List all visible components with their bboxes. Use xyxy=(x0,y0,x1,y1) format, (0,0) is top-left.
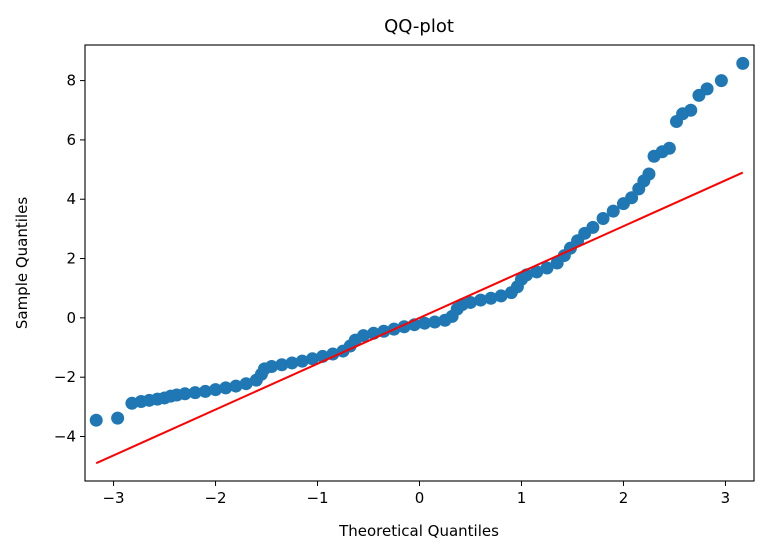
data-point xyxy=(484,291,498,305)
y-tick-label: 4 xyxy=(66,190,76,208)
y-tick-label: 2 xyxy=(66,250,76,268)
data-point xyxy=(684,103,698,117)
data-point xyxy=(494,289,508,303)
data-point xyxy=(642,167,656,181)
plot-area xyxy=(89,56,750,465)
data-point xyxy=(700,82,714,96)
data-point xyxy=(606,204,620,218)
data-point xyxy=(219,381,233,395)
data-point xyxy=(356,329,370,343)
y-tick-label: 6 xyxy=(66,131,76,149)
data-point xyxy=(265,360,279,374)
x-tick-label: 1 xyxy=(517,489,527,507)
y-axis-label: Sample Quantiles xyxy=(13,197,31,329)
data-point xyxy=(178,387,192,401)
data-point xyxy=(305,352,319,366)
x-tick-label: 0 xyxy=(415,489,425,507)
data-point xyxy=(239,377,253,391)
data-point xyxy=(285,356,299,370)
data-point xyxy=(188,386,202,400)
chart-title: QQ-plot xyxy=(384,16,454,37)
data-point xyxy=(540,261,554,275)
x-axis-label: Theoretical Quantiles xyxy=(338,522,499,540)
data-point xyxy=(198,384,212,398)
reference-line xyxy=(95,171,744,465)
x-tick-label: 2 xyxy=(619,489,629,507)
data-point xyxy=(596,212,610,226)
y-tick-label: 8 xyxy=(66,72,76,90)
data-point xyxy=(209,383,223,397)
data-point xyxy=(736,56,750,70)
data-point xyxy=(275,358,289,372)
x-tick-label: −3 xyxy=(102,489,124,507)
x-tick-label: 3 xyxy=(721,489,731,507)
data-point xyxy=(625,191,639,205)
data-point xyxy=(530,265,544,279)
data-point xyxy=(474,293,488,307)
data-point xyxy=(662,141,676,155)
data-point xyxy=(463,295,477,309)
data-point xyxy=(229,379,243,393)
x-tick-label: −1 xyxy=(306,489,328,507)
x-tick-label: −2 xyxy=(204,489,226,507)
y-tick-label: −4 xyxy=(54,428,76,446)
data-point xyxy=(418,316,432,330)
data-point xyxy=(295,354,309,368)
data-point xyxy=(428,315,442,329)
data-point xyxy=(111,411,125,425)
y-tick-label: −2 xyxy=(54,368,76,386)
plot-frame xyxy=(84,44,755,482)
y-tick-label: 0 xyxy=(66,309,76,327)
data-point xyxy=(89,413,103,427)
data-point xyxy=(714,74,728,88)
data-point xyxy=(586,220,600,234)
